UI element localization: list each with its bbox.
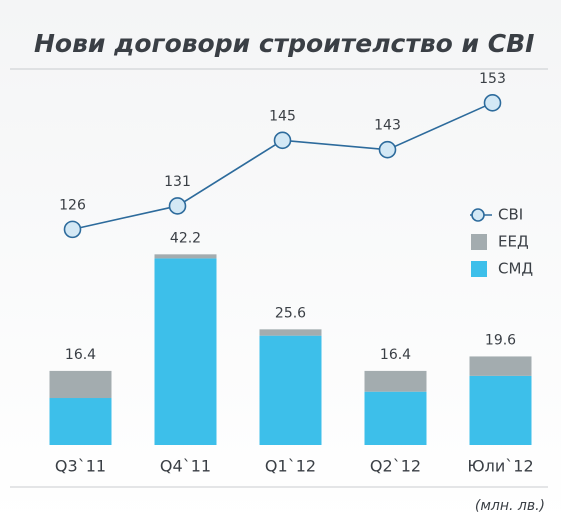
line-point bbox=[273, 131, 292, 150]
bar-segment bbox=[469, 356, 532, 376]
x-tick-label: Q4`11 bbox=[160, 457, 211, 476]
chart-title: Нови договори строителство и СВІ bbox=[34, 29, 534, 58]
line-point bbox=[378, 140, 397, 159]
total-label: 25.6 bbox=[275, 305, 306, 321]
bar-segment bbox=[259, 335, 322, 445]
legend-label: СВІ bbox=[498, 206, 523, 224]
bar-segment bbox=[469, 375, 532, 445]
bar-segment bbox=[364, 370, 427, 392]
total-label: 19.6 bbox=[485, 332, 516, 348]
x-tick-label: Q2`12 bbox=[370, 457, 421, 476]
line-value-label: 143 bbox=[374, 118, 401, 134]
bar-segment bbox=[154, 258, 217, 445]
x-tick-label: Q3`11 bbox=[55, 457, 106, 476]
legend-swatch bbox=[471, 261, 487, 277]
x-tick-label: Q1`12 bbox=[265, 457, 316, 476]
legend-swatch bbox=[471, 234, 487, 250]
total-label: 42.2 bbox=[170, 230, 201, 246]
bar-segment bbox=[49, 370, 112, 399]
line-point bbox=[63, 220, 82, 239]
legend-marker bbox=[471, 208, 485, 222]
total-label: 16.4 bbox=[380, 347, 411, 363]
x-tick-label: Юли`12 bbox=[467, 457, 533, 476]
line-point bbox=[168, 197, 187, 215]
line-value-label: 131 bbox=[164, 174, 191, 190]
line-value-label: 153 bbox=[479, 71, 506, 87]
legend-label: ЕЕД bbox=[498, 233, 529, 251]
legend-label: СМД bbox=[498, 260, 533, 278]
total-label: 16.4 bbox=[65, 347, 96, 363]
bar-segment bbox=[154, 254, 217, 259]
line-value-label: 126 bbox=[59, 197, 86, 213]
bar-segment bbox=[364, 391, 427, 445]
bar-segment bbox=[259, 329, 322, 336]
line-point bbox=[483, 94, 502, 112]
unit-note: (млн. лв.) bbox=[475, 498, 545, 514]
line-value-label: 145 bbox=[269, 108, 296, 124]
bar-segment bbox=[49, 398, 112, 445]
